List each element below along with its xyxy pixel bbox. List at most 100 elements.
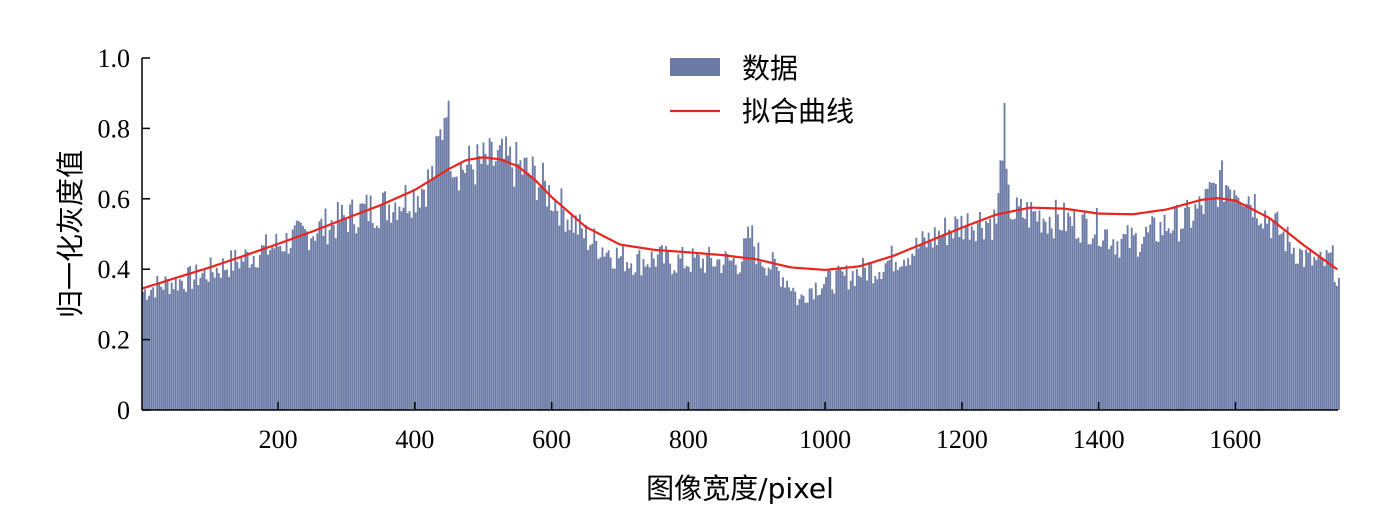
data-bar: [486, 164, 489, 410]
data-bar: [624, 271, 626, 410]
data-bar: [492, 165, 495, 410]
data-bar: [1134, 233, 1137, 410]
data-bar: [468, 145, 471, 410]
data-bar: [1110, 245, 1113, 410]
data-bar: [199, 277, 202, 410]
data-bar: [1175, 204, 1178, 410]
data-bar: [749, 237, 752, 410]
data-bar: [960, 215, 963, 410]
data-bar: [1139, 251, 1141, 410]
data-bar: [1044, 221, 1047, 410]
data-bar: [1192, 220, 1195, 410]
data-bar: [570, 213, 573, 410]
data-bar: [913, 255, 916, 410]
data-bar: [1319, 251, 1322, 410]
data-bar: [457, 190, 460, 410]
data-bar: [745, 238, 747, 410]
data-bar: [1190, 227, 1193, 410]
data-bar: [408, 211, 411, 410]
data-bar: [1132, 235, 1135, 410]
data-bar: [814, 282, 817, 410]
data-bar: [607, 250, 610, 410]
data-bar: [503, 158, 505, 410]
data-bar: [336, 201, 339, 410]
data-bar: [581, 228, 583, 410]
data-bar: [464, 172, 466, 410]
data-bar: [1050, 228, 1053, 410]
data-bar: [263, 245, 265, 410]
data-bar: [215, 267, 218, 410]
data-bar: [1056, 214, 1059, 410]
data-bar: [1317, 255, 1320, 410]
data-bar: [956, 218, 959, 410]
data-bar: [1065, 231, 1068, 410]
data-bar: [1124, 234, 1127, 410]
data-bar: [316, 233, 319, 410]
data-bar: [279, 245, 282, 410]
data-bar: [371, 222, 374, 410]
data-bar: [158, 282, 161, 410]
data-bar: [322, 235, 325, 410]
y-tick-label: 0.2: [98, 326, 131, 355]
data-bar: [1327, 253, 1330, 410]
data-bar: [310, 238, 313, 410]
data-bar: [1286, 226, 1289, 410]
data-bar: [507, 155, 510, 410]
data-bar: [1075, 238, 1078, 410]
data-bar: [827, 268, 830, 410]
data-bar: [435, 136, 438, 411]
data-bar: [142, 291, 144, 410]
data-bar: [825, 277, 827, 410]
data-bar: [925, 247, 928, 410]
data-bar: [741, 261, 743, 410]
data-bar: [1182, 228, 1184, 410]
data-bar: [299, 222, 302, 410]
data-bar: [1059, 229, 1061, 410]
data-bar: [1120, 238, 1123, 410]
data-bar: [665, 246, 667, 410]
data-bar: [308, 250, 311, 410]
data-bar: [238, 268, 241, 410]
data-bar: [675, 272, 678, 410]
data-bar: [1085, 219, 1088, 410]
data-bar: [1042, 218, 1045, 410]
data-bar: [558, 225, 561, 410]
data-bar: [857, 275, 860, 410]
data-bar: [470, 164, 473, 410]
data-bar: [320, 218, 323, 410]
data-bar: [831, 289, 834, 410]
data-bar: [1149, 224, 1152, 410]
x-axis-ticks: 200 400 600 800 1000 1200 1400 1600: [259, 402, 1261, 454]
data-bar: [355, 233, 358, 410]
data-bar: [347, 232, 349, 410]
data-bar: [1089, 244, 1092, 410]
data-bar: [1095, 207, 1098, 410]
data-bar: [1245, 203, 1248, 410]
data-bar: [172, 289, 175, 410]
data-bar: [349, 204, 352, 410]
data-bar: [1321, 257, 1324, 410]
data-bar: [240, 256, 243, 410]
data-bar: [1145, 226, 1148, 410]
data-bar: [888, 259, 891, 410]
data-bar: [1223, 201, 1225, 410]
data-bar: [704, 272, 706, 410]
data-bar: [1003, 103, 1006, 410]
x-tick-label: 1200: [936, 425, 988, 454]
data-bar: [901, 266, 903, 410]
data-bar: [993, 209, 996, 410]
data-bar: [909, 264, 912, 410]
data-bar: [160, 286, 163, 410]
data-bar: [792, 287, 795, 410]
data-bar: [515, 141, 518, 410]
data-bar: [392, 212, 395, 410]
data-bar: [429, 181, 432, 410]
data-bar: [771, 252, 774, 410]
data-bar: [410, 217, 413, 410]
data-bar: [421, 188, 423, 410]
data-bar: [782, 277, 784, 410]
data-bar: [519, 160, 522, 410]
data-bar: [248, 267, 251, 410]
data-bar: [905, 265, 907, 410]
data-bar: [948, 229, 951, 410]
